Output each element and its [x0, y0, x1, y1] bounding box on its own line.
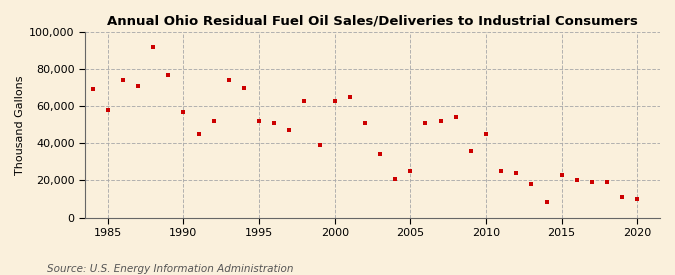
Point	[209, 119, 219, 123]
Point	[495, 169, 506, 173]
Point	[269, 121, 279, 125]
Point	[450, 115, 461, 120]
Y-axis label: Thousand Gallons: Thousand Gallons	[15, 75, 25, 175]
Point	[87, 87, 98, 92]
Title: Annual Ohio Residual Fuel Oil Sales/Deliveries to Industrial Consumers: Annual Ohio Residual Fuel Oil Sales/Deli…	[107, 15, 638, 28]
Point	[511, 171, 522, 175]
Point	[587, 180, 597, 185]
Point	[132, 84, 143, 88]
Point	[375, 152, 385, 157]
Point	[299, 98, 310, 103]
Point	[435, 119, 446, 123]
Point	[466, 148, 477, 153]
Point	[556, 173, 567, 177]
Point	[344, 95, 355, 99]
Point	[405, 169, 416, 173]
Point	[632, 197, 643, 201]
Point	[238, 86, 249, 90]
Point	[193, 132, 204, 136]
Point	[148, 45, 159, 49]
Point	[481, 132, 491, 136]
Point	[420, 121, 431, 125]
Point	[541, 200, 552, 204]
Point	[329, 98, 340, 103]
Point	[103, 108, 113, 112]
Point	[178, 109, 189, 114]
Point	[572, 178, 583, 183]
Point	[117, 78, 128, 82]
Point	[163, 72, 173, 77]
Point	[390, 176, 401, 181]
Point	[360, 121, 371, 125]
Point	[284, 128, 295, 133]
Point	[223, 78, 234, 82]
Point	[314, 143, 325, 147]
Point	[601, 180, 612, 185]
Text: Source: U.S. Energy Information Administration: Source: U.S. Energy Information Administ…	[47, 264, 294, 274]
Point	[526, 182, 537, 186]
Point	[254, 119, 265, 123]
Point	[617, 195, 628, 199]
